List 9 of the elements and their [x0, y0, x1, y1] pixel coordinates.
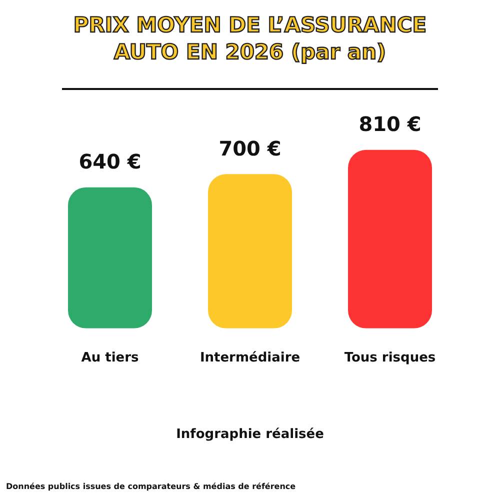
- x-tick-label: Intermédiaire: [200, 350, 300, 366]
- x-tick-label: Au tiers: [81, 350, 139, 366]
- text: Données publics issues de comparateurs & médias de référence: [6, 482, 296, 491]
- data-label: 700 €: [218, 136, 282, 160]
- chart-title: PRIX MOYEN DE L’ASSURANCE AUTO EN 2026 (par an): [72, 12, 428, 66]
- data-label: 640 €: [78, 150, 142, 174]
- text: Infographie réalisée: [175, 427, 325, 442]
- x-tick-label: Tous risques: [344, 350, 436, 366]
- data-label: 810 €: [358, 112, 422, 136]
